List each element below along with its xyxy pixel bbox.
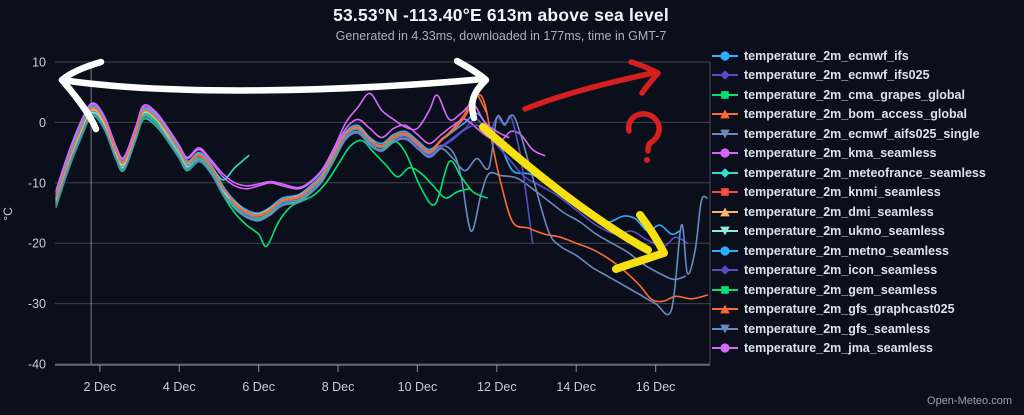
legend-item-temperature_2m_knmi_seamless[interactable]: temperature_2m_knmi_seamless — [712, 183, 986, 203]
legend-item-temperature_2m_kma_seamless[interactable]: temperature_2m_kma_seamless — [712, 144, 986, 164]
triangle-down-marker-icon — [712, 226, 738, 236]
legend-item-label: temperature_2m_knmi_seamless — [744, 185, 941, 200]
series-line-temperature_2m_ecmwf_ifs025 — [55, 112, 689, 248]
triangle-down-marker-icon — [712, 324, 738, 334]
yellow-fall-arrow — [479, 123, 668, 273]
chart-title: 53.53°N -113.40°E 613m above sea level — [333, 5, 669, 25]
y-tick-label: 0 — [39, 116, 46, 130]
legend-item-label: temperature_2m_meteofrance_seamless — [744, 165, 986, 180]
circle-marker-icon — [712, 343, 738, 353]
series-line-temperature_2m_cma_grapes_global — [55, 115, 470, 248]
legend-item-label: temperature_2m_jma_seamless — [744, 341, 934, 356]
white-range-arrow — [58, 57, 490, 133]
legend-item-label: temperature_2m_ecmwf_aifs025_single — [744, 126, 980, 141]
legend-item-temperature_2m_ecmwf_ifs[interactable]: temperature_2m_ecmwf_ifs — [712, 46, 986, 66]
series-line-temperature_2m_bom_access_global — [55, 92, 488, 217]
legend-item-label: temperature_2m_ukmo_seamless — [744, 224, 945, 239]
legend-item-label: temperature_2m_ecmwf_ifs — [744, 48, 909, 63]
legend-item-temperature_2m_jma_seamless[interactable]: temperature_2m_jma_seamless — [712, 339, 986, 359]
legend-item-label: temperature_2m_gem_seamless — [744, 282, 938, 297]
legend-item-temperature_2m_gfs_seamless[interactable]: temperature_2m_gfs_seamless — [712, 319, 986, 339]
legend-item-label: temperature_2m_cma_grapes_global — [744, 87, 965, 102]
x-tick-label: 16 Dec — [636, 380, 676, 394]
square-marker-icon — [712, 188, 738, 197]
grid-layer — [55, 61, 711, 365]
series-line-temperature_2m_metno_seamless — [55, 105, 188, 195]
legend-item-temperature_2m_meteofrance_seamless[interactable]: temperature_2m_meteofrance_seamless — [712, 163, 986, 183]
circle-marker-icon — [712, 148, 738, 158]
legend-item-temperature_2m_metno_seamless[interactable]: temperature_2m_metno_seamless — [712, 241, 986, 261]
legend-item-label: temperature_2m_kma_seamless — [744, 146, 937, 161]
legend-item-temperature_2m_dmi_seamless[interactable]: temperature_2m_dmi_seamless — [712, 202, 986, 222]
legend-item-temperature_2m_ukmo_seamless[interactable]: temperature_2m_ukmo_seamless — [712, 222, 986, 242]
x-tick-label: 8 Dec — [322, 380, 355, 394]
legend-item-label: temperature_2m_icon_seamless — [744, 263, 938, 278]
square-marker-icon — [712, 285, 738, 294]
red-question-mark — [625, 111, 662, 163]
y-tick-label: -10 — [28, 176, 46, 190]
y-axis-title: °C — [1, 207, 15, 221]
triangle-marker-icon — [712, 207, 738, 217]
diamond-marker-icon — [712, 167, 738, 178]
legend-item-temperature_2m_gfs_graphcast025[interactable]: temperature_2m_gfs_graphcast025 — [712, 300, 986, 320]
diamond-marker-icon — [712, 70, 738, 81]
chart-subtitle: Generated in 4.33ms, downloaded in 177ms… — [335, 29, 667, 43]
square-marker-icon — [712, 90, 738, 99]
x-tick-label: 2 Dec — [84, 380, 117, 394]
legend-item-temperature_2m_ecmwf_aifs025_single[interactable]: temperature_2m_ecmwf_aifs025_single — [712, 124, 986, 144]
legend-item-label: temperature_2m_dmi_seamless — [744, 204, 934, 219]
x-tick-label: 6 Dec — [242, 380, 275, 394]
circle-marker-icon — [712, 246, 738, 256]
legend-item-label: temperature_2m_ecmwf_ifs025 — [744, 68, 930, 83]
circle-marker-icon — [712, 51, 738, 61]
diamond-marker-icon — [712, 265, 738, 276]
y-tick-label: -40 — [28, 358, 46, 372]
series-layer — [55, 92, 708, 316]
triangle-down-marker-icon — [712, 129, 738, 139]
x-tick-label: 12 Dec — [477, 380, 517, 394]
triangle-marker-icon — [712, 109, 738, 119]
y-tick-label: 10 — [32, 56, 46, 70]
legend-item-temperature_2m_gem_seamless[interactable]: temperature_2m_gem_seamless — [712, 280, 986, 300]
triangle-marker-icon — [712, 304, 738, 314]
y-tick-label: -20 — [28, 237, 46, 251]
legend: temperature_2m_ecmwf_ifs temperature_2m_e… — [712, 46, 986, 358]
series-line-temperature_2m_gfs_seamless — [55, 113, 708, 316]
series-line-temperature_2m_gem_seamless — [55, 112, 488, 221]
red-rise-arrow — [522, 59, 661, 112]
series-line-temperature_2m_jma_seamless — [55, 92, 510, 191]
legend-item-temperature_2m_ecmwf_ifs025[interactable]: temperature_2m_ecmwf_ifs025 — [712, 66, 986, 86]
legend-item-label: temperature_2m_gfs_seamless — [744, 321, 931, 336]
y-tick-label: -30 — [28, 297, 46, 311]
legend-item-label: temperature_2m_metno_seamless — [744, 243, 949, 258]
x-tick-label: 4 Dec — [163, 380, 196, 394]
credits-link[interactable]: Open-Meteo.com — [927, 395, 1012, 407]
legend-item-temperature_2m_icon_seamless[interactable]: temperature_2m_icon_seamless — [712, 261, 986, 281]
axis-layer: 10 0 -10 -20 -30 -40 2 Dec 4 Dec 6 Dec 8 Dec 10 De… — [28, 56, 710, 394]
legend-item-temperature_2m_cma_grapes_global[interactable]: temperature_2m_cma_grapes_global — [712, 85, 986, 105]
series-line-temperature_2m_ecmwf_aifs025_single — [55, 110, 687, 281]
series-line-temperature_2m_gfs_graphcast025 — [55, 93, 708, 303]
x-tick-label: 14 Dec — [556, 380, 596, 394]
annotation-layer — [58, 57, 668, 273]
legend-item-label: temperature_2m_gfs_graphcast025 — [744, 302, 955, 317]
x-tick-label: 10 Dec — [398, 380, 438, 394]
legend-item-label: temperature_2m_bom_access_global — [744, 107, 968, 122]
legend-item-temperature_2m_bom_access_global[interactable]: temperature_2m_bom_access_global — [712, 105, 986, 125]
